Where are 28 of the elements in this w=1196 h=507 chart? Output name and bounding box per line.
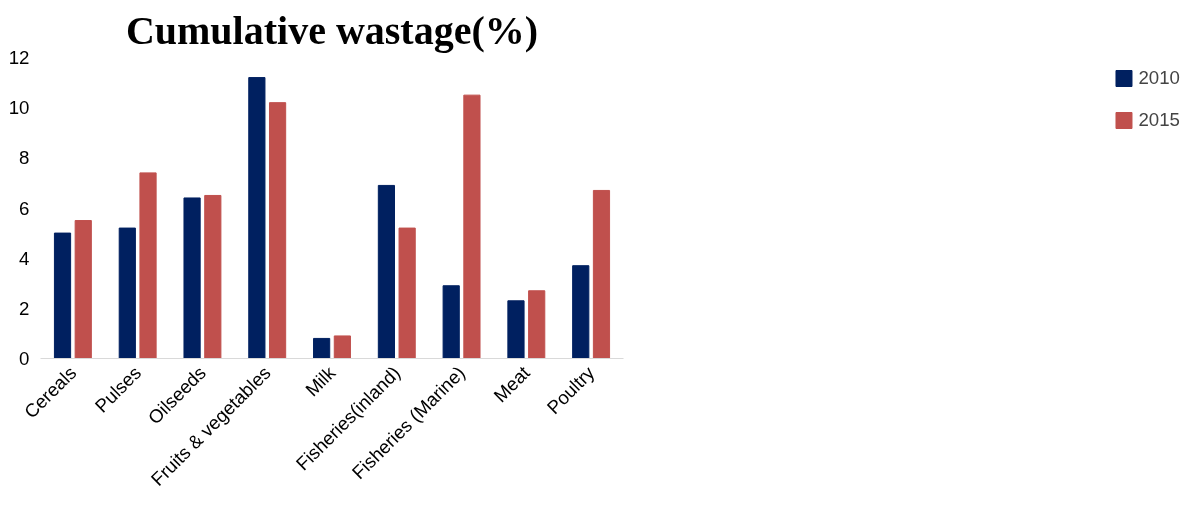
bar — [507, 300, 525, 359]
bar — [442, 285, 460, 359]
y-tick-label: 2 — [19, 297, 30, 319]
y-tick-label: 4 — [19, 247, 30, 269]
y-tick-label: 10 — [8, 97, 30, 119]
legend-label: 2010 — [1138, 67, 1180, 89]
bar — [333, 335, 351, 359]
bar — [528, 290, 546, 359]
y-tick-label: 0 — [19, 348, 30, 369]
y-tick-label: 12 — [8, 47, 30, 68]
bar — [74, 220, 92, 359]
bar — [118, 227, 136, 359]
bar — [377, 184, 396, 359]
bar — [268, 102, 287, 359]
y-tick-label: 6 — [19, 197, 30, 219]
legend-label: 2015 — [1138, 109, 1180, 131]
bar — [139, 172, 157, 359]
bar — [463, 94, 481, 359]
bar — [53, 232, 72, 359]
bar — [204, 194, 222, 359]
y-tick-label: 8 — [19, 147, 30, 169]
chart-title: Cumulative wastage(%) — [125, 7, 539, 53]
bar — [248, 77, 266, 359]
bar — [398, 227, 416, 359]
bar — [183, 197, 201, 359]
bar — [592, 189, 611, 359]
bar — [313, 337, 331, 359]
bar — [572, 265, 590, 359]
